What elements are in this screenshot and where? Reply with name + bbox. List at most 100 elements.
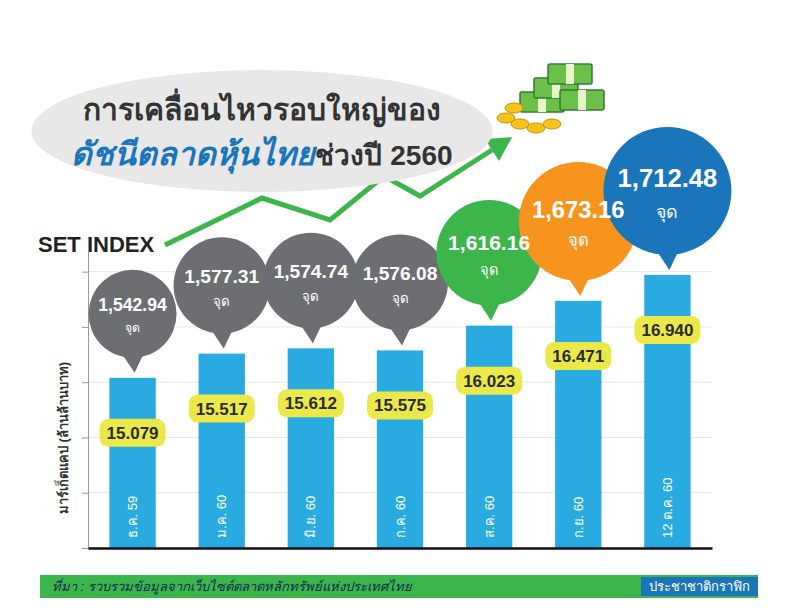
data-label-box [100,419,166,447]
x-tick: ก.ค. 60 [393,496,408,548]
credit-box [641,577,758,596]
index-unit: จุด [213,294,230,310]
credit: ประชาชาติกราฟิก [649,579,750,594]
coin [505,103,523,113]
data-label-box [456,367,522,395]
x-tick: ก.ย. 60 [571,497,586,548]
index-unit: จุด [480,262,499,279]
y-tick [82,272,88,273]
index-value-label: 1,542.94 [98,295,167,315]
data-label-text: 16.940 [641,321,693,340]
index-label: SET INDEX [38,232,154,257]
coin [527,123,545,133]
bar [377,350,423,548]
x-tick-label: ก.ย. 60 [571,497,586,538]
data-label-box [367,391,433,419]
footer: ที่มา : รวบรวมข้อมูลจากเว็บไซต์ตลาดหลักท… [40,575,758,598]
source: ที่มา : รวบรวมข้อมูลจากเว็บไซต์ตลาดหลักท… [52,577,413,595]
index-bubble [352,234,448,330]
index-unit: จุด [302,289,319,305]
index-unit: จุด [125,321,140,336]
data-label: 15.575 [367,391,433,419]
y-tick-mark [82,548,88,549]
banknote-band [566,64,574,84]
title-group: การเคลื่อนไหวรอบใหญ่ของดัชนีตลาดหุ้นไทยช… [31,70,492,192]
y-tick [82,437,88,438]
banknote [548,64,592,84]
index-value-label: 1,574.74 [274,261,349,282]
y-tick-mark [82,437,88,438]
y-tick [82,327,88,328]
y-tick [82,548,88,549]
index-unit: จุด [392,291,409,307]
coin [511,119,529,129]
banknote [560,90,604,110]
data-label-text: 15.517 [196,400,248,419]
title: การเคลื่อนไหวรอบใหญ่ของ [83,88,441,128]
y-axis-title: มาร์เก็ตแคป (ล้านล้านบาท) [54,362,71,514]
bar [466,326,512,548]
data-label: 15.612 [278,389,344,417]
title-ellipse [31,70,492,192]
y-tick-mark [82,493,88,494]
data-label-text: 15.575 [374,396,426,415]
x-tick: มิ.ย. 60 [303,496,318,548]
bar [555,301,601,548]
data-label-box [189,395,255,423]
data-label-text: 15.612 [285,394,337,413]
y-axis [82,245,89,549]
index-value-label: 1,673.16 [532,196,625,223]
index-value-label: 1,616.16 [448,231,530,254]
data-label-box [278,389,344,417]
y-tick [82,493,88,494]
bubble-texts: 1,542.94 จุด 1,577.31 จุด 1,574.74 จุด 1,576.0… [98,164,717,336]
grid-line [88,548,712,549]
index-bubble [603,127,731,255]
y-tick-mark [82,382,88,383]
index-bubble [89,270,177,358]
y-tick [82,382,88,383]
x-tick: ส.ค. 60 [482,496,497,548]
x-tick: ธ.ค. 59 [125,496,140,548]
y-tick-mark [82,327,88,328]
x-axis-line [89,547,713,550]
data-label-text: 16.471 [552,347,604,366]
money-icon [497,64,604,133]
y-tick-mark [82,272,88,273]
data-label: 15.517 [189,395,255,423]
x-tick: ม.ค. 60 [214,495,229,548]
x-tick-label: ธ.ค. 59 [125,496,140,538]
bar [109,378,155,548]
index-bubble [174,237,270,333]
data-labels: 15.079 15.517 15.612 15.575 16.023 16.471 16.9… [100,316,701,447]
x-tick-label: ม.ค. 60 [214,495,229,538]
footer-band [40,575,758,598]
banknote-band [578,90,586,110]
data-label: 16.940 [634,316,700,344]
bar [199,354,245,548]
bubbles [89,127,732,373]
data-label-box [545,342,611,370]
index-value-label: 1,576.08 [363,263,438,284]
index-unit: จุด [568,231,589,251]
subtitle: ช่วงปี 2560 [315,140,452,171]
bar [644,275,690,548]
data-label-box [634,316,700,344]
x-tick-label: ก.ค. 60 [393,496,408,538]
index-value-label: 1,712.48 [618,164,718,192]
data-label-text: 15.079 [107,424,159,443]
coin [543,119,561,129]
data-label: 15.079 [100,419,166,447]
x-axis: ธ.ค. 59 ม.ค. 60 มิ.ย. 60 ก.ค. 60 ส.ค. 60 ก.ย.… [89,478,713,549]
data-label: 16.023 [456,367,522,395]
y-axis-line [88,245,89,549]
index-value-label: 1,577.31 [184,266,259,287]
x-tick-label: ส.ค. 60 [482,496,497,538]
x-tick-label: 12 ต.ค. 60 [660,478,675,538]
index-unit: จุด [656,202,678,223]
chart: การเคลื่อนไหวรอบใหญ่ของดัชนีตลาดหุ้นไทยช… [0,0,800,615]
background [0,0,800,615]
data-label: 16.471 [545,342,611,370]
bar [288,348,334,548]
index-bubble [263,233,359,329]
